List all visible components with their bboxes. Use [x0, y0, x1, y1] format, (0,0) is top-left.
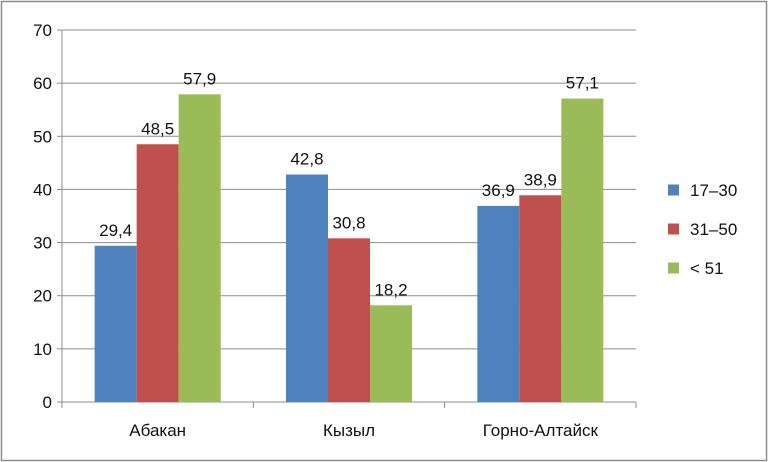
bar — [178, 94, 221, 402]
legend: 17–30 31–50 < 51 — [668, 181, 737, 278]
x-category-label: Абакан — [129, 421, 186, 440]
y-tick-label: 50 — [33, 127, 52, 146]
bars — [94, 94, 604, 402]
legend-swatch — [668, 223, 679, 235]
data-label: 29,4 — [99, 221, 132, 240]
y-tick-label: 20 — [33, 287, 52, 306]
x-category-label: Кызыл — [323, 421, 375, 440]
data-label: 38,9 — [524, 170, 557, 189]
y-tick-label: 30 — [33, 234, 52, 253]
data-label: 18,2 — [374, 280, 407, 299]
data-label: 30,8 — [332, 213, 365, 232]
data-label: 42,8 — [290, 150, 323, 169]
legend-swatch — [668, 262, 679, 274]
bar — [328, 238, 370, 402]
y-tick-label: 10 — [33, 340, 52, 359]
data-label: 36,9 — [482, 181, 515, 200]
y-tick-label: 70 — [33, 21, 52, 40]
bar — [561, 98, 604, 402]
legend-label: 31–50 — [690, 220, 737, 239]
bar — [136, 144, 179, 402]
bar — [286, 174, 328, 402]
data-label: 48,5 — [141, 119, 174, 138]
bar — [370, 305, 412, 402]
data-label: 57,9 — [183, 69, 216, 88]
x-category-label: Горно-Алтайск — [483, 421, 599, 440]
legend-label: 17–30 — [690, 181, 737, 200]
legend-swatch — [668, 184, 679, 196]
bar — [519, 195, 562, 402]
axes: 0 10 20 30 40 50 60 70 Абакан Кызыл Горно-Алтайск — [33, 21, 637, 440]
bar — [477, 205, 520, 402]
y-tick-label: 40 — [33, 180, 52, 199]
y-tick-label: 0 — [43, 393, 52, 412]
data-label: 57,1 — [566, 74, 599, 93]
data-labels: 29,4 42,8 36,9 48,5 30,8 38,9 57,9 18,2 57,1 — [99, 69, 599, 299]
y-tick-label: 60 — [33, 74, 52, 93]
bar — [94, 245, 137, 402]
legend-label: < 51 — [690, 259, 724, 278]
